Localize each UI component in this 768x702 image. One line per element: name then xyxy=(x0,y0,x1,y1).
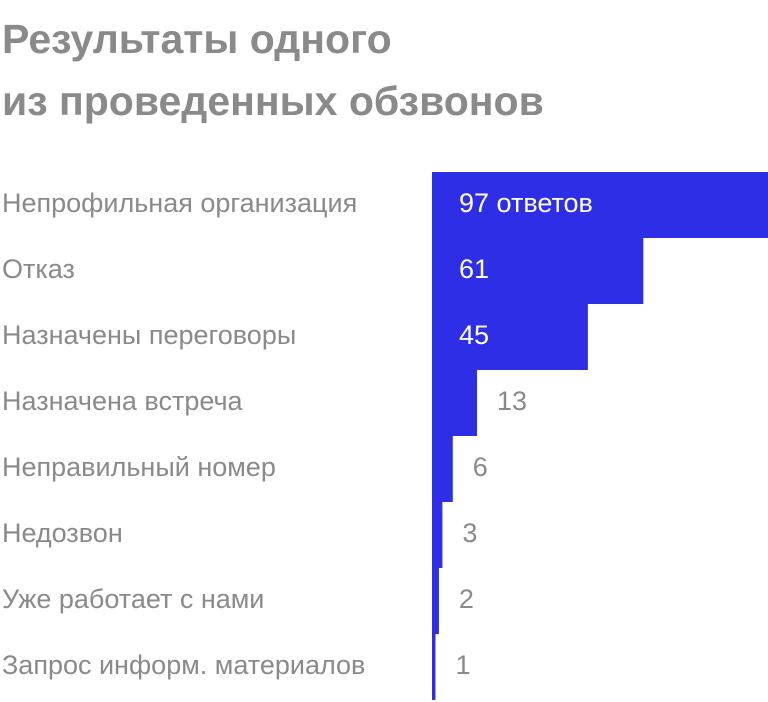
category-label-3: Назначена встреча xyxy=(2,386,244,416)
category-label-1: Отказ xyxy=(2,254,75,284)
category-label-7: Запрос информ. материалов xyxy=(2,650,365,680)
bar-6 xyxy=(432,568,439,634)
value-label-6: 2 xyxy=(459,584,474,614)
chart-title-line-2: из проведенных обзвонов xyxy=(2,78,544,124)
bar-2 xyxy=(432,304,588,370)
category-label-5: Недозвон xyxy=(2,518,123,548)
chart-title: Результаты одного из проведенных обзвоно… xyxy=(2,8,762,132)
bar-5 xyxy=(432,502,443,568)
category-label-2: Назначены переговоры xyxy=(2,320,296,350)
category-label-0: Непрофильная организация xyxy=(2,188,357,218)
bar-7 xyxy=(432,634,436,700)
value-label-3: 13 xyxy=(497,386,527,416)
bar-4 xyxy=(432,436,453,502)
value-label-7: 1 xyxy=(455,650,470,680)
bar-0 xyxy=(432,172,768,238)
value-label-4: 6 xyxy=(473,452,488,482)
value-label-2: 45 xyxy=(459,320,489,350)
category-label-6: Уже работает с нами xyxy=(2,584,264,614)
category-label-4: Неправильный номер xyxy=(2,452,276,482)
value-label-5: 3 xyxy=(462,518,477,548)
bar-3 xyxy=(432,370,478,436)
bar-1 xyxy=(432,238,644,304)
value-label-1: 61 xyxy=(459,254,489,284)
value-label-0: 97 ответов xyxy=(459,188,593,218)
chart-title-line-1: Результаты одного xyxy=(2,16,392,62)
